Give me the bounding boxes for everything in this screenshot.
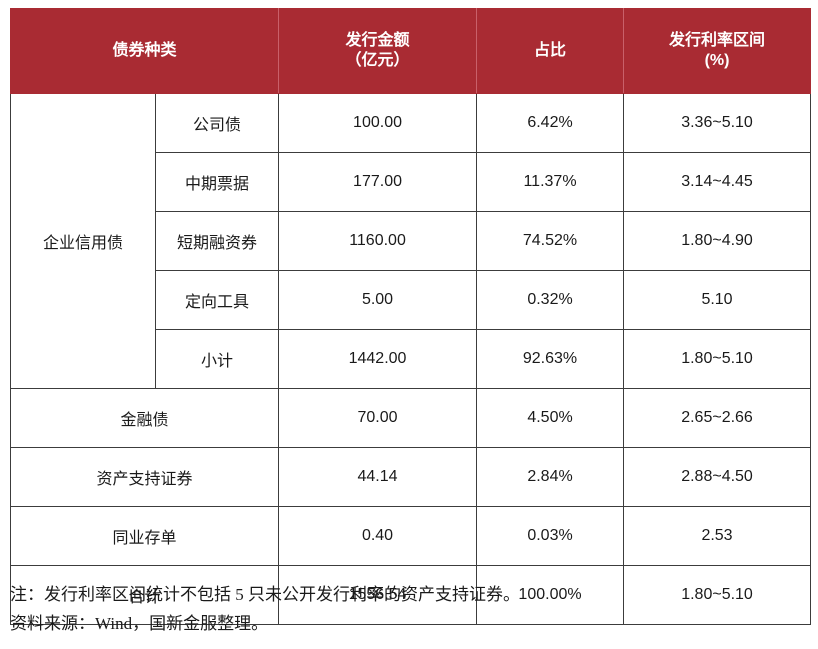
cell-share-total: 100.00% (476, 565, 625, 625)
cell-rate-range: 2.65~2.66 (623, 388, 812, 448)
cell-rate-range: 1.80~4.90 (623, 211, 812, 271)
cell-rate-range: 3.14~4.45 (623, 152, 812, 212)
cell-rate-range: 3.36~5.10 (623, 93, 812, 153)
cell-amount: 1160.00 (278, 211, 478, 271)
row-label: 金融债 (9, 388, 280, 448)
column-header-rate-range: 发行利率区间 (%) (623, 8, 812, 94)
cell-amount: 5.00 (278, 270, 478, 330)
table-row: 中期票据 177.00 11.37% 3.14~4.45 (11, 152, 812, 212)
cell-share: 4.50% (476, 388, 625, 448)
row-label: 中期票据 (154, 152, 280, 212)
cell-share: 6.42% (476, 93, 625, 153)
cell-share: 74.52% (476, 211, 625, 271)
column-header-rate-range-line1: 发行利率区间 (669, 32, 766, 49)
row-label: 同业存单 (9, 506, 280, 566)
row-label: 短期融资券 (154, 211, 280, 271)
table-row: 小计 1442.00 92.63% 1.80~5.10 (11, 329, 812, 389)
column-header-rate-range-line2: (%) (704, 52, 730, 69)
cell-rate-range: 2.88~4.50 (623, 447, 812, 507)
row-label-total: 合计 (9, 565, 280, 625)
cell-amount: 0.40 (278, 506, 478, 566)
table-header: 债券种类 发行金额 （亿元） 占比 发行利率区间 (%) (9, 8, 812, 94)
cell-share: 92.63% (476, 329, 625, 389)
table-row-total: 合计 1556.54 100.00% 1.80~5.10 (9, 565, 812, 625)
column-header-bond-type: 债券种类 (9, 8, 280, 94)
cell-amount: 100.00 (278, 93, 478, 153)
cell-share: 2.84% (476, 447, 625, 507)
table-row: 资产支持证券 44.14 2.84% 2.88~4.50 (9, 447, 812, 507)
table-row: 企业信用债 公司债 100.00 6.42% 3.36~5.10 (10, 93, 812, 389)
row-label: 定向工具 (154, 270, 280, 330)
table-body: 企业信用债 公司债 100.00 6.42% 3.36~5.10 中期票据 17… (9, 93, 812, 625)
row-label: 资产支持证券 (9, 447, 280, 507)
cell-share: 11.37% (476, 152, 625, 212)
column-header-issue-amount: 发行金额 （亿元） (278, 8, 478, 94)
row-group-label-corporate-credit: 企业信用债 (10, 93, 156, 389)
cell-rate-range: 5.10 (623, 270, 812, 330)
bond-issuance-table: 债券种类 发行金额 （亿元） 占比 发行利率区间 (%) (9, 8, 812, 625)
cell-rate-range-total: 1.80~5.10 (623, 565, 812, 625)
cell-amount: 70.00 (278, 388, 478, 448)
cell-share: 0.32% (476, 270, 625, 330)
table-row: 金融债 70.00 4.50% 2.65~2.66 (9, 388, 812, 448)
note-text: 注：发行利率区间统计不包括 5 只未公开发行利率的资产支持证券。 (10, 585, 520, 604)
source-text: 资料来源：Wind，国新金服整理。 (10, 614, 269, 633)
table-row: 同业存单 0.40 0.03% 2.53 (9, 506, 812, 566)
column-header-issue-amount-line1: 发行金额 (345, 32, 410, 49)
cell-amount: 44.14 (278, 447, 478, 507)
header-row: 债券种类 发行金额 （亿元） 占比 发行利率区间 (%) (9, 8, 812, 94)
column-header-share: 占比 (476, 8, 625, 94)
row-label: 公司债 (154, 93, 280, 153)
column-header-bond-type-line1: 债券种类 (112, 42, 177, 59)
cell-amount-total: 1556.54 (278, 565, 478, 625)
cell-rate-range: 1.80~5.10 (623, 329, 812, 389)
column-header-share-line1: 占比 (534, 42, 567, 59)
row-label: 小计 (154, 329, 280, 389)
cell-share: 0.03% (476, 506, 625, 566)
cell-rate-range: 2.53 (623, 506, 812, 566)
cell-amount: 1442.00 (278, 329, 478, 389)
bond-table-container: 债券种类 发行金额 （亿元） 占比 发行利率区间 (%) (9, 8, 812, 625)
table-row: 短期融资券 1160.00 74.52% 1.80~4.90 (11, 211, 812, 271)
column-header-issue-amount-line2: （亿元） (345, 52, 410, 69)
table-notes: 注：发行利率区间统计不包括 5 只未公开发行利率的资产支持证券。 资料来源：Wi… (10, 586, 810, 632)
table-row: 定向工具 5.00 0.32% 5.10 (11, 270, 812, 330)
cell-amount: 177.00 (278, 152, 478, 212)
